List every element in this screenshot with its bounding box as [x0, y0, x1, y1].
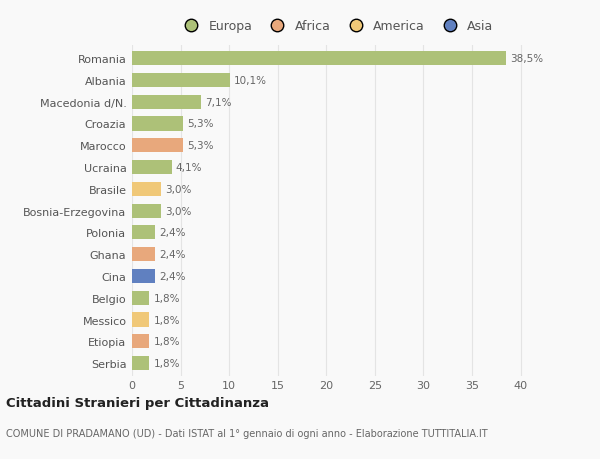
- Bar: [132, 52, 506, 66]
- Text: 2,4%: 2,4%: [159, 228, 186, 238]
- Text: 1,8%: 1,8%: [154, 293, 180, 303]
- Bar: [132, 139, 184, 153]
- Bar: [132, 161, 172, 175]
- Text: 1,8%: 1,8%: [154, 358, 180, 368]
- Text: 1,8%: 1,8%: [154, 315, 180, 325]
- Text: 10,1%: 10,1%: [234, 76, 267, 86]
- Legend: Europa, Africa, America, Asia: Europa, Africa, America, Asia: [178, 20, 494, 33]
- Bar: [132, 247, 155, 262]
- Bar: [132, 313, 149, 327]
- Text: 2,4%: 2,4%: [159, 250, 186, 260]
- Bar: [132, 73, 230, 88]
- Text: COMUNE DI PRADAMANO (UD) - Dati ISTAT al 1° gennaio di ogni anno - Elaborazione : COMUNE DI PRADAMANO (UD) - Dati ISTAT al…: [6, 428, 488, 438]
- Text: 3,0%: 3,0%: [165, 185, 191, 195]
- Bar: [132, 291, 149, 305]
- Bar: [132, 269, 155, 284]
- Bar: [132, 117, 184, 131]
- Text: 38,5%: 38,5%: [510, 54, 543, 64]
- Text: 5,3%: 5,3%: [187, 141, 214, 151]
- Text: Cittadini Stranieri per Cittadinanza: Cittadini Stranieri per Cittadinanza: [6, 396, 269, 409]
- Text: 5,3%: 5,3%: [187, 119, 214, 129]
- Text: 7,1%: 7,1%: [205, 97, 232, 107]
- Text: 3,0%: 3,0%: [165, 206, 191, 216]
- Bar: [132, 226, 155, 240]
- Text: 1,8%: 1,8%: [154, 336, 180, 347]
- Bar: [132, 335, 149, 349]
- Bar: [132, 356, 149, 370]
- Text: 2,4%: 2,4%: [159, 271, 186, 281]
- Bar: [132, 95, 201, 110]
- Text: 4,1%: 4,1%: [176, 162, 202, 173]
- Bar: [132, 204, 161, 218]
- Bar: [132, 182, 161, 196]
